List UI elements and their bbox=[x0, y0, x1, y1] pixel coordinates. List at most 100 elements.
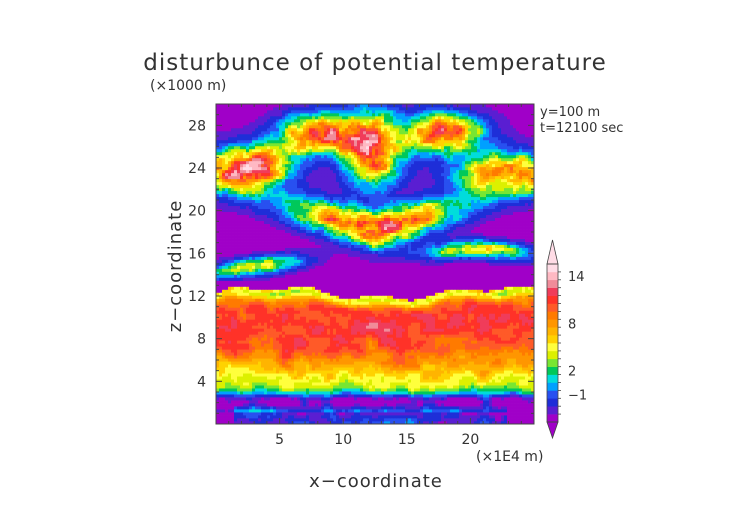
heatmap-cell bbox=[348, 322, 352, 326]
heatmap-cell bbox=[396, 421, 400, 424]
heatmap-cell bbox=[426, 370, 430, 374]
heatmap-cell bbox=[231, 418, 235, 422]
heatmap-cell bbox=[261, 394, 265, 398]
heatmap-cell bbox=[330, 406, 334, 410]
heatmap-cell bbox=[252, 319, 256, 323]
heatmap-cell bbox=[219, 310, 223, 314]
heatmap-cell bbox=[396, 373, 400, 377]
heatmap-cell bbox=[339, 421, 343, 424]
heatmap-cell bbox=[345, 409, 349, 413]
heatmap-cell bbox=[321, 292, 325, 296]
heatmap-cell bbox=[456, 394, 460, 398]
heatmap-cell bbox=[294, 307, 298, 311]
heatmap-cell bbox=[249, 397, 253, 401]
heatmap-cell bbox=[276, 304, 280, 308]
heatmap-cell bbox=[465, 418, 469, 422]
heatmap-cell bbox=[279, 307, 283, 311]
heatmap-cell bbox=[483, 406, 487, 410]
heatmap-cell bbox=[480, 370, 484, 374]
heatmap-cell bbox=[285, 352, 289, 356]
heatmap-cell bbox=[234, 331, 238, 335]
heatmap-cell bbox=[420, 358, 424, 362]
heatmap-cell bbox=[237, 394, 241, 398]
heatmap-cell bbox=[525, 304, 529, 308]
heatmap-cell bbox=[522, 388, 526, 392]
heatmap-cell bbox=[348, 364, 352, 368]
heatmap-cell bbox=[441, 418, 445, 422]
heatmap-cell bbox=[366, 316, 370, 320]
heatmap-cell bbox=[315, 319, 319, 323]
heatmap-cell bbox=[219, 415, 223, 419]
heatmap-cell bbox=[468, 421, 472, 424]
heatmap-cell bbox=[240, 412, 244, 416]
heatmap-cell bbox=[390, 325, 394, 329]
heatmap-cell bbox=[231, 343, 235, 347]
heatmap-cell bbox=[333, 406, 337, 410]
heatmap-cell bbox=[372, 373, 376, 377]
heatmap-cell bbox=[339, 304, 343, 308]
heatmap-cell bbox=[216, 301, 220, 305]
heatmap-cell bbox=[396, 340, 400, 344]
heatmap-cell bbox=[423, 373, 427, 377]
heatmap-cell bbox=[264, 358, 268, 362]
heatmap-cell bbox=[219, 412, 223, 416]
heatmap-cell bbox=[402, 400, 406, 404]
heatmap-cell bbox=[423, 322, 427, 326]
heatmap-cell bbox=[468, 319, 472, 323]
heatmap-cell bbox=[387, 364, 391, 368]
heatmap-cell bbox=[276, 409, 280, 413]
heatmap-cell bbox=[495, 304, 499, 308]
heatmap-cell bbox=[339, 370, 343, 374]
heatmap-cell bbox=[273, 340, 277, 344]
heatmap-cell bbox=[495, 292, 499, 296]
heatmap-cell bbox=[456, 355, 460, 359]
heatmap-cell bbox=[405, 412, 409, 416]
heatmap-cell bbox=[399, 325, 403, 329]
heatmap-cell bbox=[510, 322, 514, 326]
heatmap-cell bbox=[339, 361, 343, 365]
heatmap-cell bbox=[513, 406, 517, 410]
heatmap-cell bbox=[480, 292, 484, 296]
heatmap-cell bbox=[255, 292, 259, 296]
heatmap-cell bbox=[243, 391, 247, 395]
heatmap-cell bbox=[462, 310, 466, 314]
heatmap-cell bbox=[465, 295, 469, 299]
heatmap-cell bbox=[510, 370, 514, 374]
heatmap-cell bbox=[225, 358, 229, 362]
heatmap-cell bbox=[279, 385, 283, 389]
heatmap-cell bbox=[432, 298, 436, 302]
heatmap-cell bbox=[222, 343, 226, 347]
heatmap-cell bbox=[366, 403, 370, 407]
heatmap-cell bbox=[393, 406, 397, 410]
heatmap-cell bbox=[465, 406, 469, 410]
heatmap-cell bbox=[270, 310, 274, 314]
heatmap-cell bbox=[381, 355, 385, 359]
heatmap-cell bbox=[294, 355, 298, 359]
heatmap-cell bbox=[279, 283, 283, 287]
heatmap-cell bbox=[228, 373, 232, 377]
heatmap-cell bbox=[276, 298, 280, 302]
heatmap-cell bbox=[318, 388, 322, 392]
heatmap-cell bbox=[456, 319, 460, 323]
heatmap-cell bbox=[399, 400, 403, 404]
heatmap-cell bbox=[405, 322, 409, 326]
heatmap-cell bbox=[267, 367, 271, 371]
heatmap-cell bbox=[414, 400, 418, 404]
heatmap-cell bbox=[279, 364, 283, 368]
heatmap-cell bbox=[435, 406, 439, 410]
heatmap-cell bbox=[300, 400, 304, 404]
heatmap-cell bbox=[291, 403, 295, 407]
heatmap-cell bbox=[297, 394, 301, 398]
heatmap-cell bbox=[249, 316, 253, 320]
heatmap-cell bbox=[396, 409, 400, 413]
heatmap-cell bbox=[228, 301, 232, 305]
heatmap-cell bbox=[246, 373, 250, 377]
heatmap-cell bbox=[225, 403, 229, 407]
heatmap-cell bbox=[498, 337, 502, 341]
heatmap-cell bbox=[507, 349, 511, 353]
heatmap-cell bbox=[222, 286, 226, 290]
heatmap-cell bbox=[369, 373, 373, 377]
heatmap-cell bbox=[411, 298, 415, 302]
heatmap-cell bbox=[381, 316, 385, 320]
heatmap-cell bbox=[531, 340, 534, 344]
